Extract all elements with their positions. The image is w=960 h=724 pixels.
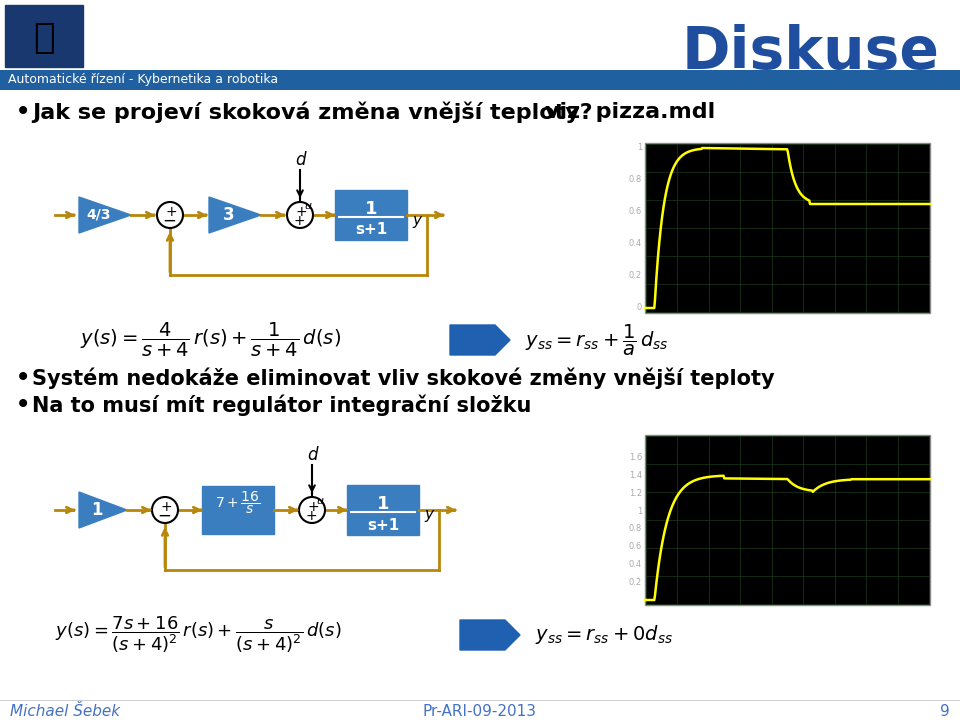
Text: −: − (162, 212, 176, 230)
Bar (645, 435, 930, 605)
Text: 1.6: 1.6 (629, 453, 642, 463)
Polygon shape (460, 620, 520, 650)
Bar (335, 190, 407, 240)
Text: y: y (424, 508, 433, 523)
Text: $y_{ss} = r_{ss} + 0d_{ss}$: $y_{ss} = r_{ss} + 0d_{ss}$ (535, 623, 673, 647)
Text: +: + (293, 214, 305, 228)
Text: Na to musí mít regulátor integrační složku: Na to musí mít regulátor integrační slož… (32, 395, 532, 416)
Text: 1: 1 (636, 143, 642, 153)
Text: 🦁: 🦁 (34, 21, 55, 55)
Text: Jak se projeví skoková změna vnější teploty?: Jak se projeví skoková změna vnější tepl… (32, 101, 592, 123)
Circle shape (299, 497, 325, 523)
Polygon shape (79, 492, 127, 528)
Text: +: + (165, 205, 177, 219)
Text: 0.8: 0.8 (629, 175, 642, 185)
Text: u: u (317, 496, 324, 506)
Text: s+1: s+1 (355, 222, 387, 237)
Text: 0.6: 0.6 (629, 542, 642, 551)
Polygon shape (450, 325, 510, 355)
Text: 3: 3 (223, 206, 234, 224)
Text: •: • (15, 391, 32, 419)
Text: 1: 1 (376, 495, 389, 513)
Text: 0.2: 0.2 (629, 578, 642, 586)
Polygon shape (209, 197, 261, 233)
Circle shape (152, 497, 178, 523)
Text: 1.2: 1.2 (629, 489, 642, 498)
Text: 0.4: 0.4 (629, 560, 642, 569)
Text: d: d (307, 446, 317, 464)
Bar (645, 143, 930, 313)
Text: •: • (15, 98, 32, 126)
Text: 1.4: 1.4 (629, 471, 642, 480)
Text: $y_{ss} = r_{ss} + \dfrac{1}{a}\,d_{ss}$: $y_{ss} = r_{ss} + \dfrac{1}{a}\,d_{ss}$ (525, 322, 669, 358)
Text: +: + (295, 205, 307, 219)
Text: Automatické řízení - Kybernetika a robotika: Automatické řízení - Kybernetika a robot… (8, 74, 278, 86)
Polygon shape (79, 197, 131, 233)
Text: 0.4: 0.4 (629, 240, 642, 248)
Text: +: + (307, 500, 319, 514)
Text: d: d (295, 151, 305, 169)
Text: +: + (160, 500, 172, 514)
Text: Michael Šebek: Michael Šebek (10, 704, 120, 720)
Circle shape (287, 202, 313, 228)
Text: 9: 9 (940, 704, 950, 720)
Bar (347, 485, 419, 535)
Text: 1: 1 (636, 507, 642, 515)
Circle shape (157, 202, 183, 228)
Text: 4/3: 4/3 (86, 208, 110, 222)
Bar (202, 486, 274, 534)
Text: −: − (157, 507, 171, 525)
Text: 1: 1 (91, 501, 103, 519)
Text: s+1: s+1 (367, 518, 399, 532)
Text: •: • (15, 364, 32, 392)
Text: 0.2: 0.2 (629, 272, 642, 280)
Text: u: u (304, 201, 311, 211)
Text: $y(s) = \dfrac{7s+16}{(s+4)^2}\,r(s) + \dfrac{s}{(s+4)^2}\,d(s)$: $y(s) = \dfrac{7s+16}{(s+4)^2}\,r(s) + \… (55, 615, 342, 655)
Text: viz  pizza.mdl: viz pizza.mdl (545, 102, 715, 122)
Bar (5, 5, 83, 67)
Text: Systém nedokáže eliminovat vliv skokové změny vnější teploty: Systém nedokáže eliminovat vliv skokové … (32, 367, 775, 389)
Bar (0, 70, 960, 90)
Text: $7+\dfrac{16}{s}$: $7+\dfrac{16}{s}$ (215, 490, 261, 516)
Text: 1: 1 (365, 200, 377, 218)
Text: Pr-ARI-09-2013: Pr-ARI-09-2013 (423, 704, 537, 720)
Text: 0.8: 0.8 (629, 524, 642, 534)
Text: 0: 0 (636, 303, 642, 313)
Text: $y(s) = \dfrac{4}{s+4}\,r(s) + \dfrac{1}{s+4}\,d(s)$: $y(s) = \dfrac{4}{s+4}\,r(s) + \dfrac{1}… (80, 321, 341, 359)
Text: y: y (412, 213, 421, 227)
Text: Diskuse: Diskuse (682, 23, 940, 80)
Text: +: + (305, 509, 317, 523)
Text: 0.6: 0.6 (629, 208, 642, 216)
